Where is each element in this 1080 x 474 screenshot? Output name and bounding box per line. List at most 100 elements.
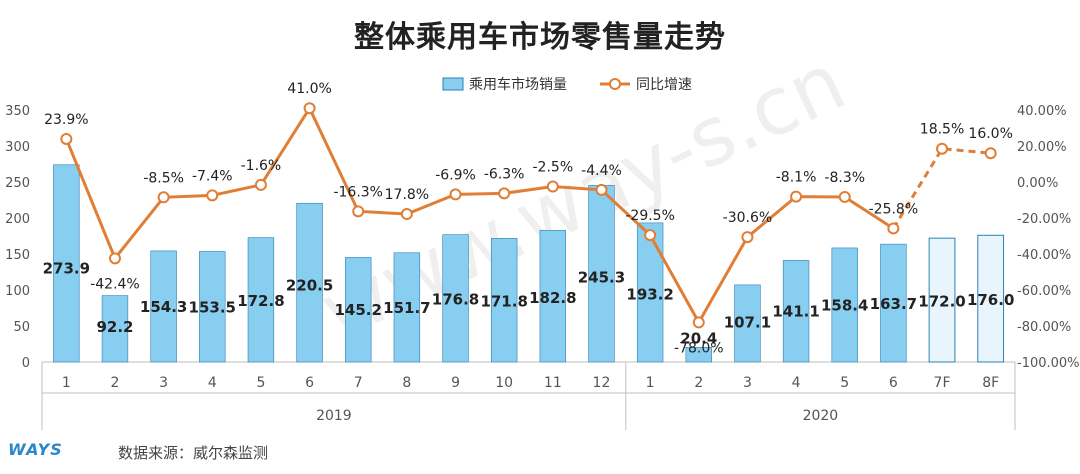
- bar-value-label: 145.2: [334, 301, 381, 319]
- x-tick-label: 6: [305, 375, 314, 391]
- bar-value-label: 176.0: [967, 291, 1014, 309]
- bar: [199, 251, 226, 363]
- x-tick-label: 2: [694, 375, 703, 391]
- bar: [442, 234, 469, 363]
- growth-marker: [790, 190, 803, 203]
- growth-value-label: 18.5%: [920, 122, 964, 138]
- growth-marker: [887, 222, 900, 235]
- axis-layer: 0 50 100 150 200 250 300 350 -100.00% -80.00% -60.…: [5, 104, 1080, 430]
- bar-value-label: 151.7: [383, 299, 430, 317]
- bar: [393, 252, 421, 363]
- y-right-tick-label: -80.00%: [1017, 320, 1071, 335]
- x-tick-label: 9: [451, 375, 460, 391]
- y-right-tick-label: -100.00%: [1017, 356, 1080, 371]
- legend-bar-label: 乘用车市场销量: [469, 76, 567, 93]
- x-tick-label: 6: [889, 375, 898, 391]
- y-right-tick-label: -40.00%: [1017, 248, 1071, 263]
- x-tick-label: 11: [544, 375, 562, 391]
- bar-value-label: 245.3: [578, 269, 625, 287]
- growth-value-label: -29.5%: [625, 208, 675, 224]
- growth-marker: [546, 180, 559, 193]
- bar: [53, 164, 80, 363]
- bar: [150, 250, 177, 363]
- bar-value-label: 176.8: [432, 291, 479, 309]
- growth-marker: [400, 208, 413, 221]
- growth-marker: [936, 142, 949, 155]
- bar-value-label: 193.2: [626, 285, 673, 303]
- growth-marker: [838, 190, 851, 203]
- growth-value-label: -6.3%: [484, 166, 525, 182]
- bar-value-label: 182.8: [529, 289, 576, 307]
- y-left-tick-label: 300: [5, 140, 30, 155]
- bar-value-label: 163.7: [870, 295, 917, 313]
- bar: [588, 185, 615, 363]
- bar-value-label: 220.5: [286, 277, 333, 295]
- x-tick-label: 5: [256, 375, 265, 391]
- x-tick-label: 5: [840, 375, 849, 391]
- bar-value-label: 172.8: [237, 292, 284, 310]
- bar: [977, 234, 1005, 363]
- x-tick-label: 1: [62, 375, 71, 391]
- bar-layer: [53, 164, 1005, 363]
- x-tick-label: 12: [593, 375, 611, 391]
- x-group-label: 2020: [803, 408, 839, 424]
- bar-value-label: 158.4: [821, 297, 868, 315]
- bar-value-label: 141.1: [772, 302, 819, 320]
- y-left-tick-label: 150: [5, 248, 30, 263]
- y-left-tick-label: 200: [5, 212, 30, 227]
- growth-marker: [498, 187, 511, 200]
- x-tick-label: 8F: [982, 375, 999, 391]
- ways-logo: WAYS: [8, 440, 63, 459]
- x-tick-label: 7F: [934, 375, 951, 391]
- growth-marker: [984, 147, 997, 160]
- x-tick-label: 10: [495, 375, 513, 391]
- legend-line-marker: [609, 78, 621, 90]
- y-right-tick-label: 20.00%: [1017, 140, 1067, 155]
- x-tick-label: 1: [646, 375, 655, 391]
- x-group-label: 2019: [316, 408, 352, 424]
- bar: [928, 237, 956, 363]
- growth-marker: [449, 188, 462, 201]
- growth-marker: [352, 205, 365, 218]
- legend-line-label: 同比增速: [636, 77, 692, 93]
- bar: [101, 295, 129, 363]
- y-right-tick-label: 40.00%: [1017, 104, 1067, 119]
- growth-value-label: -25.8%: [869, 201, 919, 217]
- y-left-tick-label: 250: [5, 176, 30, 191]
- growth-marker: [108, 252, 121, 265]
- bar: [636, 222, 664, 363]
- growth-value-label: 16.0%: [968, 126, 1012, 142]
- bar: [831, 247, 858, 363]
- growth-value-label: 41.0%: [287, 81, 331, 97]
- bar-value-label: 20.4: [680, 329, 717, 347]
- bar: [734, 284, 761, 363]
- growth-marker: [595, 183, 608, 196]
- x-tick-label: 3: [159, 375, 168, 391]
- y-left-tick-label: 350: [5, 104, 30, 119]
- bar-value-label: 171.8: [480, 292, 527, 310]
- bar: [782, 260, 810, 363]
- x-tick-label: 3: [743, 375, 752, 391]
- bar: [490, 238, 518, 363]
- bar: [247, 237, 275, 363]
- data-source: 数据来源：威尔森监测: [118, 444, 269, 462]
- growth-line-actual: [64, 105, 895, 326]
- bar: [296, 202, 323, 363]
- growth-value-label: -78.0%: [674, 340, 724, 356]
- growth-marker: [60, 132, 73, 145]
- y-left-tick-label: 0: [22, 356, 30, 371]
- growth-value-label: -8.3%: [824, 170, 865, 186]
- legend-bar-swatch: [442, 77, 464, 91]
- bar-value-label: 172.0: [918, 292, 965, 310]
- y-right-tick-label: 0.00%: [1017, 176, 1058, 191]
- y-left-tick-label: 100: [5, 284, 30, 299]
- growth-marker: [157, 191, 170, 204]
- x-tick-label: 4: [792, 375, 801, 391]
- growth-line-forecast: [892, 147, 991, 230]
- x-tick-label: 8: [402, 375, 411, 391]
- x-tick-label: 2: [111, 375, 120, 391]
- line-layer: [60, 102, 997, 329]
- y-right-tick-label: -20.00%: [1017, 212, 1071, 227]
